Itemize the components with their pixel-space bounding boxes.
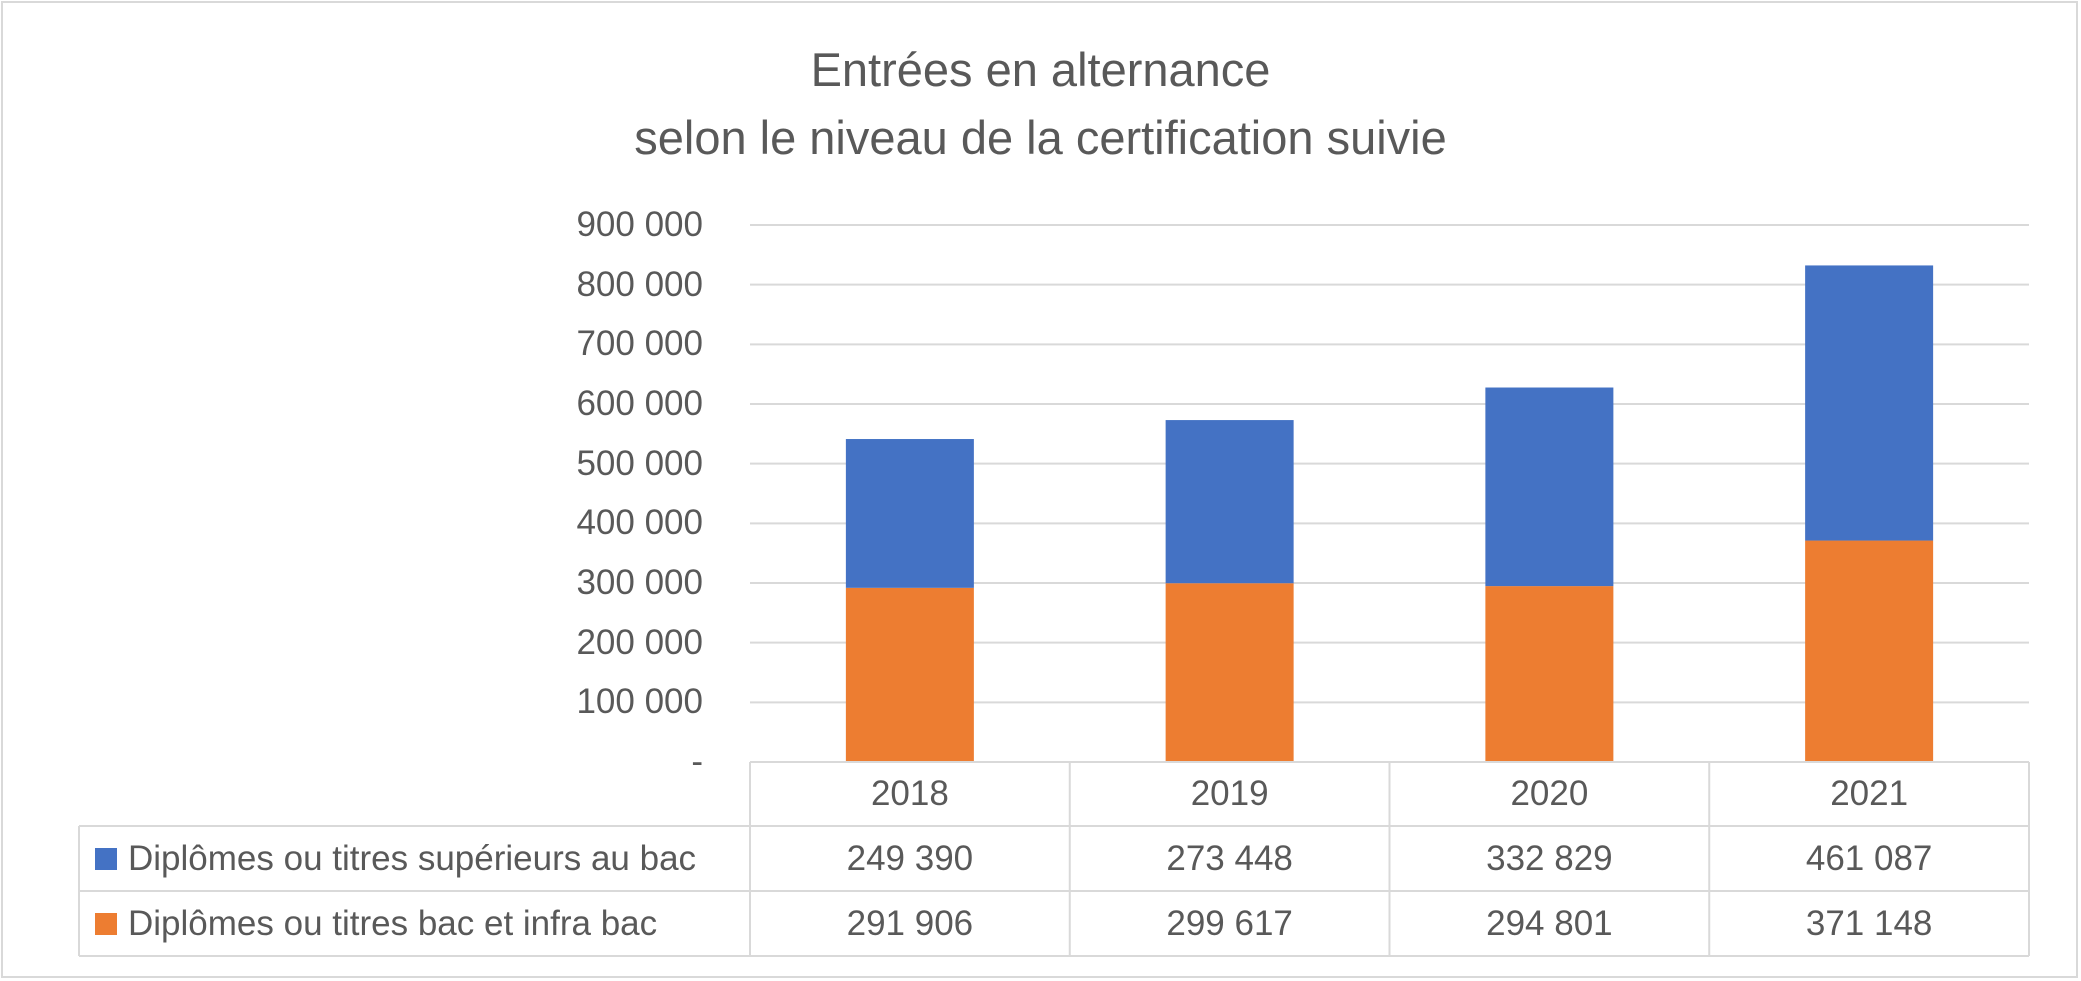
y-tick-label: 400 000: [576, 503, 703, 543]
bar-superieur-2021: [1805, 265, 1934, 541]
y-tick-label: 800 000: [576, 264, 703, 304]
data-value: 461 087: [1805, 838, 1933, 878]
y-tick-label: 200 000: [576, 622, 703, 662]
category-label: 2018: [870, 774, 949, 813]
legend-swatch: [95, 912, 117, 935]
data-value: 291 906: [846, 903, 974, 943]
bar-superieur-2018: [845, 439, 974, 588]
data-value: 371 148: [1805, 903, 1933, 943]
y-tick-label: 600 000: [576, 384, 703, 423]
bar-bac-infra-2020: [1485, 586, 1614, 762]
data-value: 294 801: [1486, 903, 1613, 943]
y-tick-label: 100 000: [576, 682, 703, 722]
category-label: 2019: [1190, 774, 1269, 813]
bar-bac-infra-2019: [1165, 583, 1294, 762]
chart-title: Entrées en alternance: [810, 43, 1271, 96]
data-value: 273 448: [1166, 838, 1293, 878]
data-value: 299 617: [1166, 903, 1293, 943]
chart-subtitle: selon le niveau de la certification suiv…: [634, 111, 1447, 164]
bar-bac-infra-2018: [845, 587, 974, 762]
legend-swatch: [95, 847, 117, 870]
data-value: 249 390: [846, 838, 974, 878]
y-tick-label: -: [691, 742, 703, 781]
y-tick-label: 300 000: [576, 563, 703, 602]
legend-label: Diplômes ou titres bac et infra bac: [128, 903, 658, 943]
category-label: 2021: [1830, 774, 1909, 813]
y-tick-label: 900 000: [576, 205, 703, 244]
category-label: 2020: [1510, 774, 1589, 813]
y-tick-label: 500 000: [576, 443, 703, 483]
bar-superieur-2020: [1485, 387, 1614, 587]
bar-superieur-2019: [1165, 420, 1294, 584]
data-value: 332 829: [1486, 838, 1613, 878]
legend-label: Diplômes ou titres supérieurs au bac: [128, 838, 697, 878]
bar-bac-infra-2021: [1805, 540, 1934, 762]
y-tick-label: 700 000: [576, 324, 703, 364]
